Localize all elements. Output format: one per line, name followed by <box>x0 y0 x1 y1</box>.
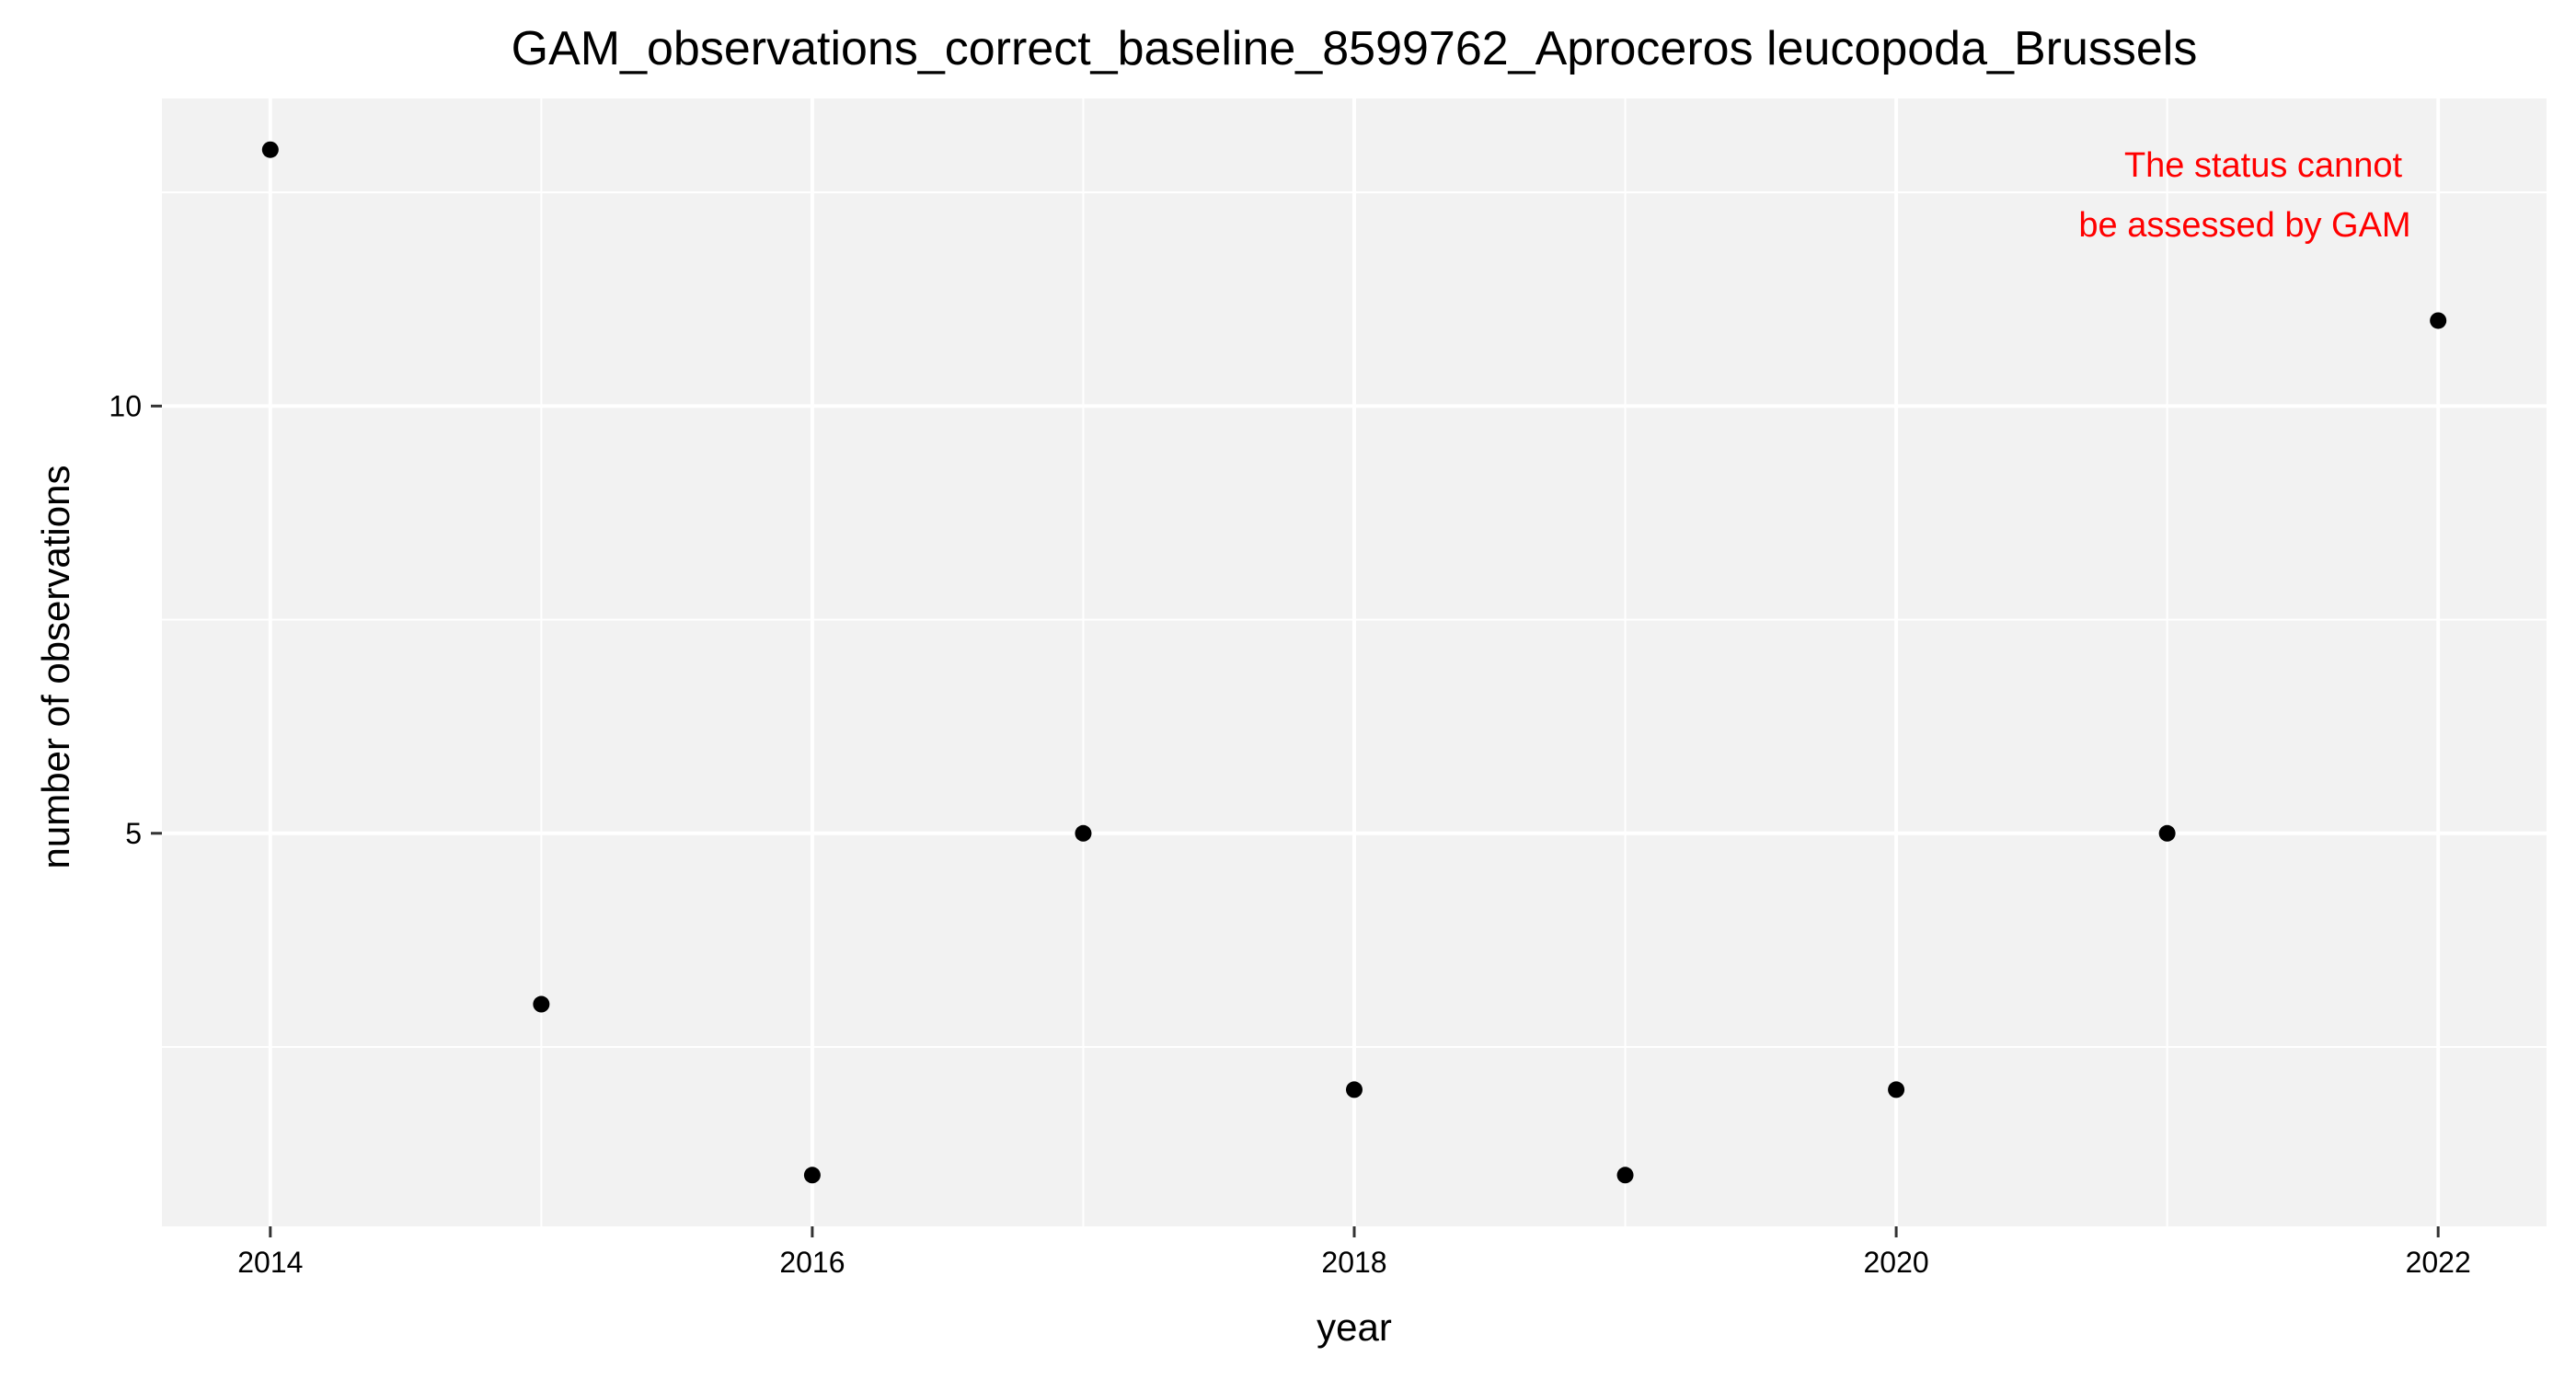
data-point <box>1346 1081 1363 1098</box>
data-point <box>1075 824 1092 842</box>
y-axis-title: number of observations <box>34 466 77 869</box>
x-tick-label: 2016 <box>779 1246 845 1279</box>
status-annotation: The status cannot be assessed by GAM <box>2078 146 2410 245</box>
annotation-line-1: The status cannot <box>2124 146 2403 185</box>
y-tick-labels: 5 10 <box>109 389 142 849</box>
major-gridlines <box>162 98 2547 1226</box>
x-tick-label: 2018 <box>1321 1246 1386 1279</box>
x-axis-title: year <box>1317 1305 1392 1349</box>
x-tick-labels: 2014 2016 2018 2020 2022 <box>237 1246 2471 1279</box>
x-tick-label: 2022 <box>2406 1246 2471 1279</box>
data-points <box>261 141 2447 1184</box>
data-point <box>2158 824 2176 842</box>
x-tick-label: 2014 <box>237 1246 303 1279</box>
y-tick-label: 5 <box>125 817 142 850</box>
data-point <box>533 995 550 1013</box>
data-point <box>2430 312 2447 329</box>
axis-ticks <box>151 404 2440 1237</box>
data-point <box>1616 1167 1634 1184</box>
annotation-line-2: be assessed by GAM <box>2078 206 2410 245</box>
data-point <box>1888 1081 1905 1098</box>
data-point <box>261 141 279 158</box>
chart-title: GAM_observations_correct_baseline_859976… <box>512 22 2198 75</box>
x-tick-label: 2020 <box>1863 1246 1928 1279</box>
data-point <box>803 1167 821 1184</box>
y-tick-label: 10 <box>109 389 142 422</box>
